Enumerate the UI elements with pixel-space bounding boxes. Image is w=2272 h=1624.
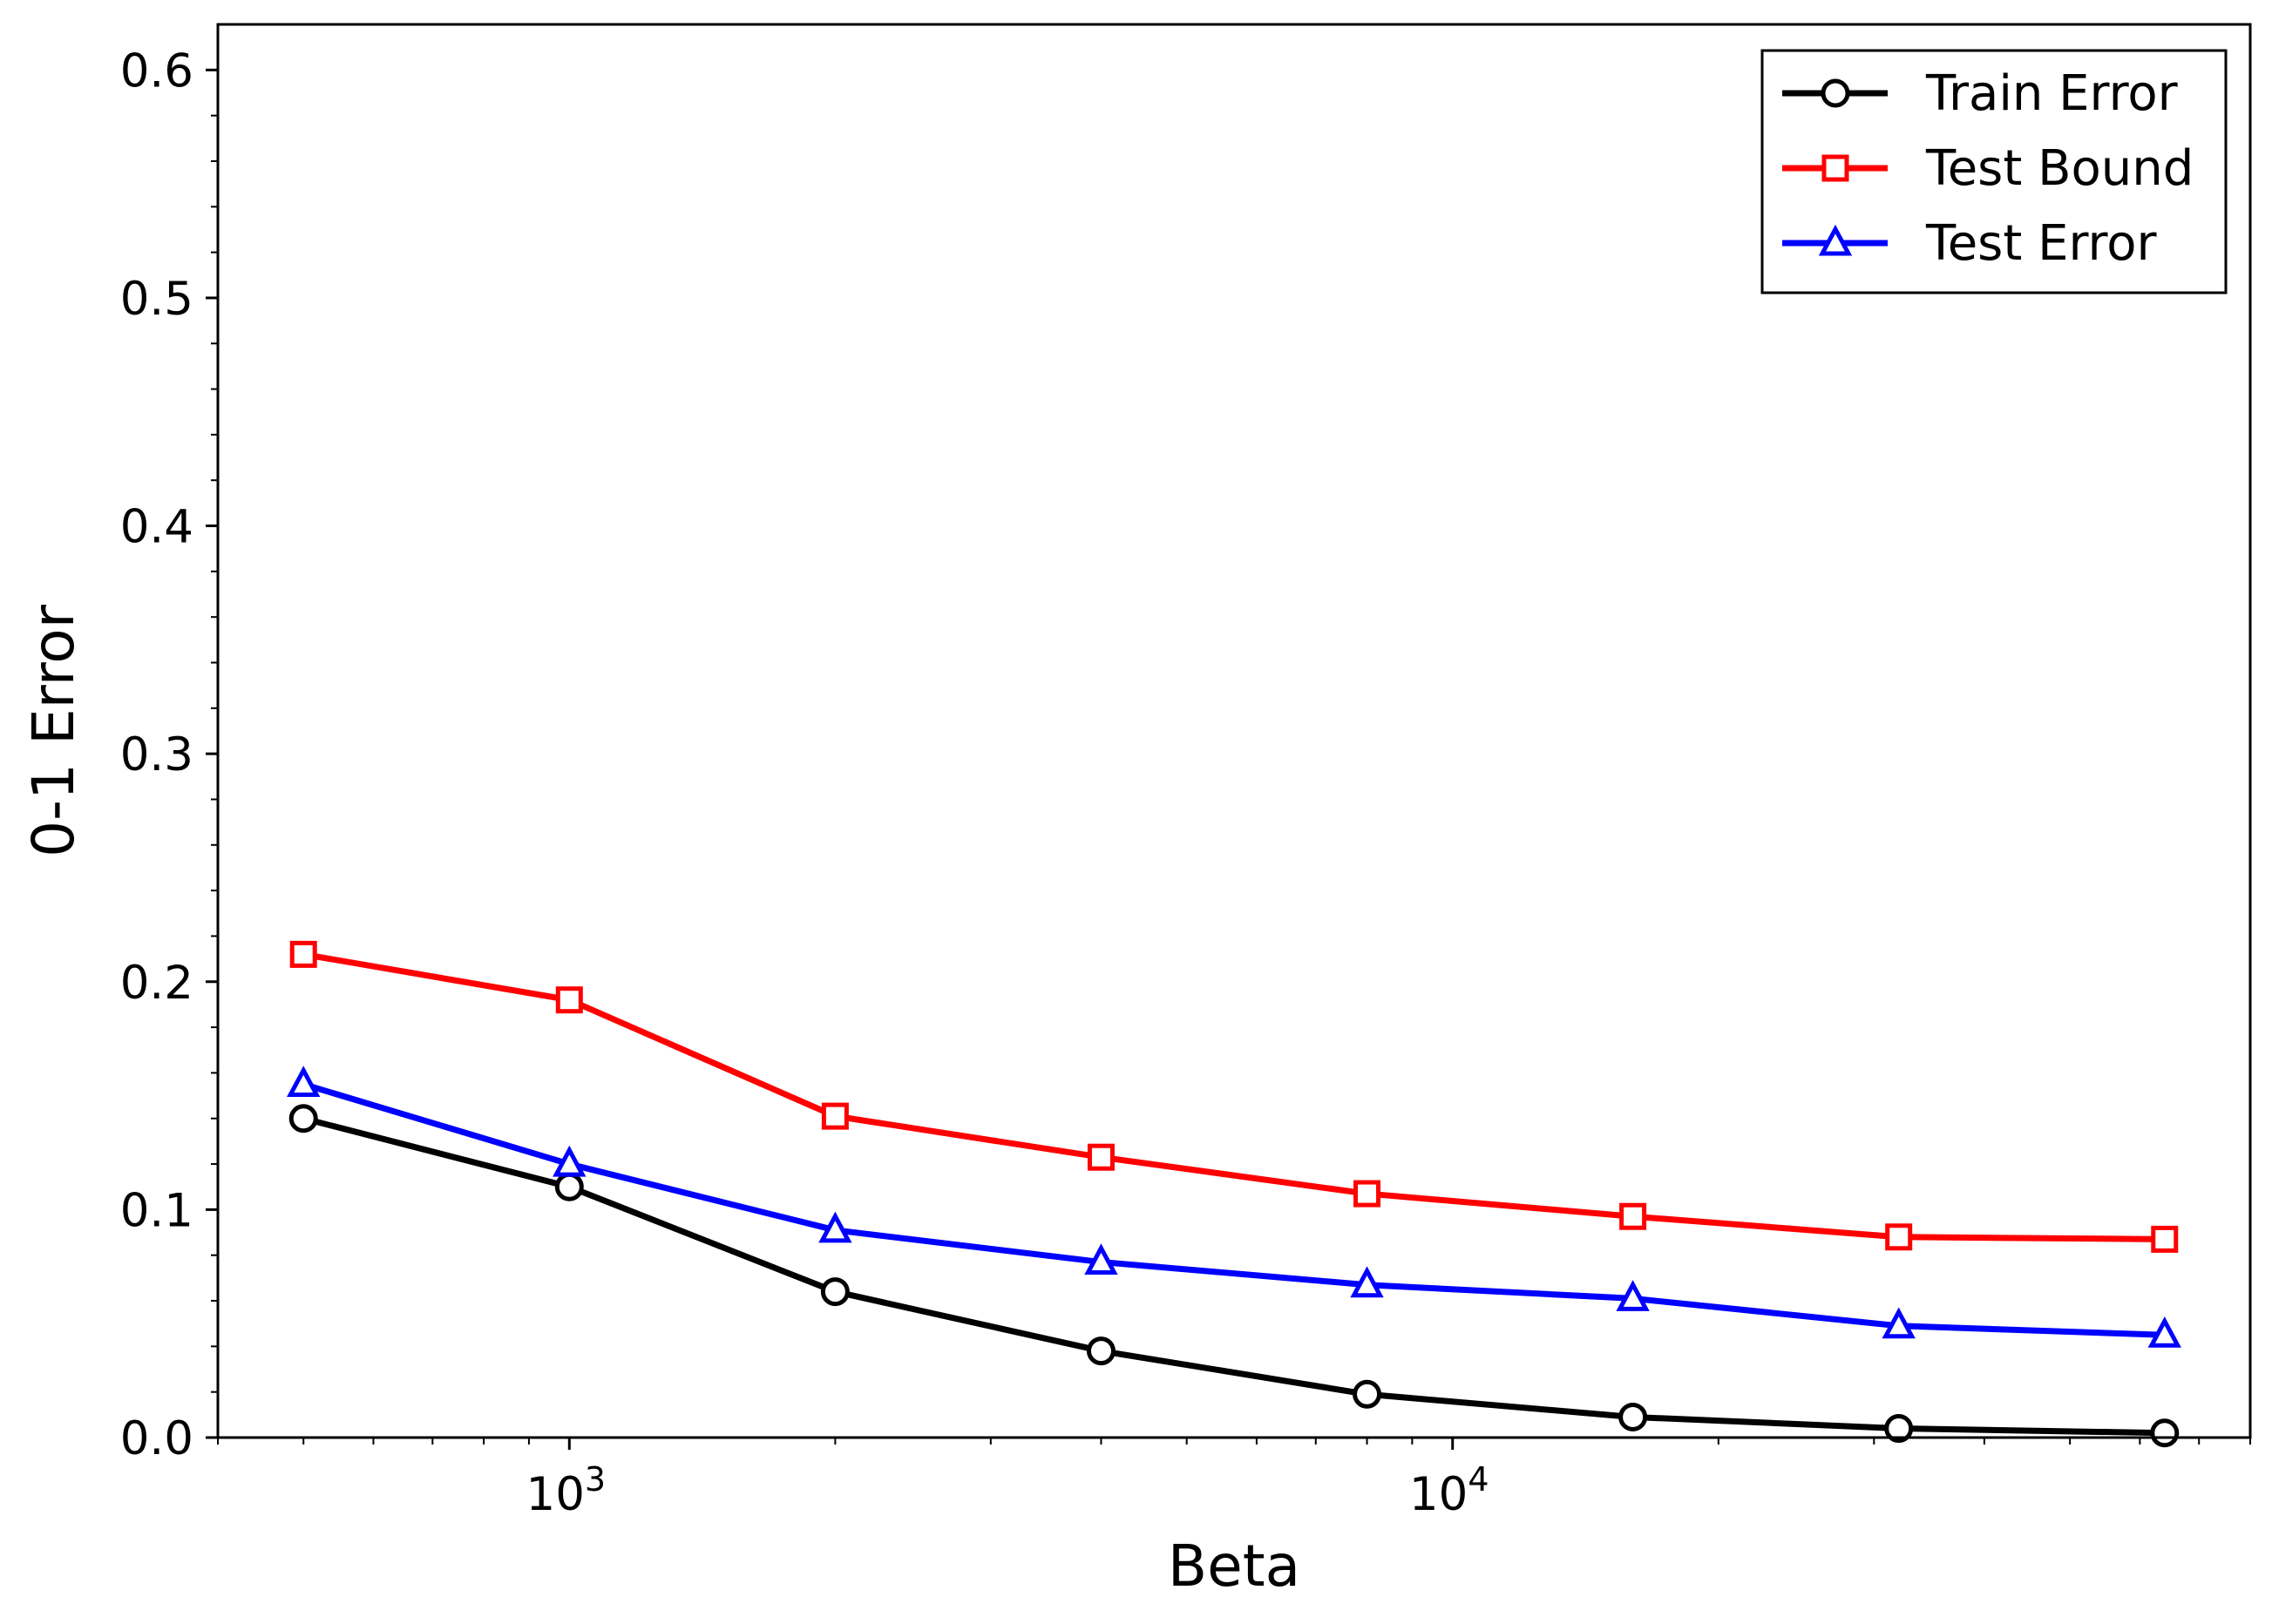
series-train-error <box>288 1104 2180 1448</box>
data-point-train-error <box>288 1104 318 1133</box>
series-test-bound <box>289 940 2179 1253</box>
data-point-test-bound <box>821 1102 849 1130</box>
y-tick-label: 0.1 <box>120 1184 193 1237</box>
data-point-test-bound <box>1619 1202 1647 1230</box>
data-point-test-error <box>1882 1307 1916 1339</box>
data-point-test-error <box>287 1066 321 1097</box>
x-tick-label: 103 <box>526 1460 606 1521</box>
y-tick-label: 0.3 <box>120 728 193 782</box>
data-point-train-error <box>1086 1336 1116 1366</box>
data-point-test-error <box>1616 1280 1650 1311</box>
data-point-test-bound <box>289 940 317 968</box>
data-point-test-bound <box>1353 1180 1381 1208</box>
data-point-test-error <box>553 1145 587 1177</box>
legend-marker-train-error <box>1821 78 1850 108</box>
series-line-test-bound <box>302 951 2165 1242</box>
legend-label-train-error: Train Error <box>1925 65 2179 122</box>
x-axis-title: Beta <box>1168 1533 1300 1600</box>
data-point-train-error <box>1353 1379 1382 1409</box>
y-tick-label: 0.5 <box>120 273 193 326</box>
series-layer <box>287 940 2181 1448</box>
y-tick-label: 0.2 <box>120 957 193 1010</box>
series-line-test-error <box>302 1081 2165 1338</box>
data-point-test-error <box>2147 1316 2181 1348</box>
data-point-test-bound <box>555 986 583 1014</box>
legend: Train Error Test Bound Test Error <box>1760 49 2228 294</box>
legend-marker-test-bound <box>1821 154 1849 182</box>
data-point-train-error <box>2150 1418 2180 1448</box>
data-point-test-error <box>818 1211 852 1243</box>
legend-label-test-bound: Test Bound <box>1925 140 2194 197</box>
data-point-test-bound <box>1087 1143 1115 1171</box>
legend-marker-test-error <box>1818 224 1853 256</box>
data-point-test-bound <box>1885 1223 1913 1251</box>
data-point-train-error <box>1618 1402 1648 1431</box>
series-test-error <box>287 1066 2181 1348</box>
plot-frame <box>216 23 2252 1439</box>
y-tick-label: 0.6 <box>120 44 193 98</box>
data-point-train-error <box>1884 1414 1914 1444</box>
y-tick-label: 0.4 <box>120 501 193 554</box>
data-point-test-error <box>1350 1266 1384 1298</box>
major-ticks: 0.0 0.1 0.2 0.3 0.4 0.5 0.6 103 104 <box>120 44 1489 1521</box>
legend-label-test-error: Test Error <box>1925 215 2158 272</box>
series-line-train-error <box>302 1115 2165 1437</box>
y-tick-label: 0.0 <box>120 1412 193 1465</box>
data-point-train-error <box>820 1277 850 1307</box>
data-point-test-error <box>1084 1243 1118 1276</box>
data-point-train-error <box>554 1172 584 1201</box>
x-tick-label: 104 <box>1409 1460 1489 1521</box>
y-axis-title: 0-1 Error <box>20 604 87 857</box>
data-point-test-bound <box>2151 1225 2179 1253</box>
